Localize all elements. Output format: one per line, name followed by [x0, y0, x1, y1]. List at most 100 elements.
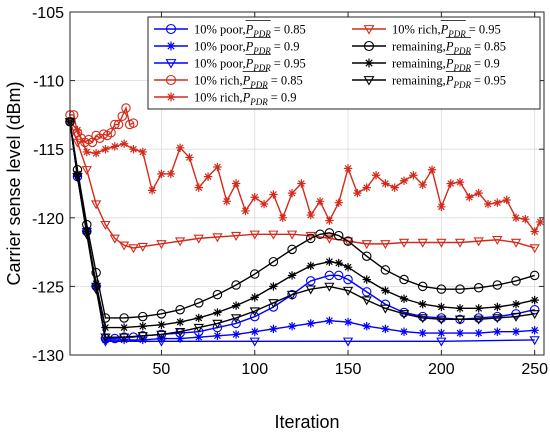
series-marker	[166, 41, 176, 51]
series-marker	[286, 230, 298, 240]
series-marker	[417, 281, 428, 292]
series-marker	[333, 230, 344, 241]
series-marker	[269, 190, 278, 199]
series-marker	[510, 312, 522, 322]
series-marker	[529, 336, 540, 346]
series-marker	[324, 228, 335, 238]
axis-ticks: 50 100 150 200 250 -130 -125 -120 -115 -110 -105	[32, 5, 548, 378]
series-marker	[91, 267, 101, 278]
series-marker	[166, 169, 175, 179]
series-marker	[530, 227, 539, 236]
series-marker	[325, 216, 334, 225]
legend-item: remaining, P PDR = 0.85	[352, 37, 506, 56]
series-marker	[121, 103, 131, 113]
x-tick-label: 150	[335, 361, 362, 378]
series-marker	[81, 230, 92, 240]
series-marker	[250, 193, 259, 202]
series-marker	[268, 256, 279, 267]
series-marker	[306, 210, 315, 220]
series-marker	[194, 298, 204, 308]
series-marker	[269, 324, 278, 334]
series-marker	[212, 233, 223, 243]
series-marker	[342, 286, 354, 296]
series-marker	[109, 234, 120, 244]
series-layer	[64, 103, 545, 347]
y-tick-label: -105	[32, 5, 64, 22]
series-marker	[194, 183, 203, 192]
series-marker	[493, 302, 502, 312]
legend-label: remaining,	[392, 57, 446, 71]
series-marker	[268, 299, 279, 309]
series-marker	[334, 198, 343, 207]
series-marker	[213, 308, 222, 317]
series-marker	[362, 321, 371, 331]
series-marker	[381, 179, 390, 188]
series-marker	[324, 282, 335, 292]
series-marker	[473, 315, 484, 325]
series-marker	[474, 328, 483, 338]
legend-item: 10% poor, P PDR = 0.95	[154, 54, 306, 73]
legend-item: 10% rich, P PDR = 0.95	[352, 20, 501, 39]
series-marker	[380, 304, 391, 314]
series-marker	[118, 241, 130, 251]
series-4	[65, 117, 545, 236]
legend-value: = 0.85	[274, 23, 306, 37]
series-marker	[333, 270, 344, 281]
series-marker	[305, 285, 316, 295]
series-marker	[343, 164, 353, 173]
series-marker	[175, 304, 185, 315]
series-marker	[305, 233, 316, 244]
series-line	[69, 121, 535, 319]
series-marker	[315, 229, 325, 240]
series-marker	[334, 258, 343, 268]
legend-p: P	[445, 40, 454, 54]
legend-value: = 0.9	[274, 40, 300, 54]
series-marker	[156, 240, 167, 250]
y-tick-label: -115	[33, 142, 64, 159]
series-marker	[529, 270, 540, 281]
legend-item: 10% rich, P PDR = 0.85	[154, 71, 303, 90]
series-marker	[473, 313, 484, 323]
legend-p: P	[445, 74, 454, 88]
series-marker	[305, 231, 316, 241]
series-marker	[399, 294, 409, 303]
legend-subscript: PDR	[252, 29, 271, 39]
legend-label: 10% poor,	[194, 57, 246, 71]
series-marker	[119, 313, 129, 323]
series-marker	[193, 234, 204, 244]
series-marker	[473, 237, 484, 247]
series-marker	[157, 320, 166, 330]
series-marker	[529, 244, 540, 254]
series-marker	[474, 188, 483, 198]
series-marker	[113, 119, 124, 130]
series-marker	[436, 315, 447, 325]
series-marker	[230, 231, 242, 241]
series-marker	[286, 290, 298, 300]
series-marker	[213, 331, 222, 340]
series-marker	[175, 334, 185, 343]
series-marker	[100, 337, 111, 347]
series-marker	[297, 179, 306, 188]
series-line	[69, 121, 535, 338]
series-marker	[100, 333, 111, 343]
series-marker	[324, 270, 335, 281]
series-marker	[128, 244, 139, 254]
series-marker	[492, 280, 503, 290]
legend-value: = 0.85	[474, 40, 506, 54]
y-tick-label: -130	[32, 348, 64, 365]
legend-item: 10% poor, P PDR = 0.9	[154, 37, 300, 56]
series-marker	[249, 311, 260, 322]
series-marker	[175, 143, 185, 153]
series-marker	[455, 284, 465, 294]
series-marker	[492, 314, 503, 324]
legend-value: = 0.95	[474, 74, 506, 88]
legend-p: P	[242, 74, 251, 88]
series-marker	[529, 310, 540, 320]
series-marker	[343, 236, 353, 246]
series-marker	[110, 142, 119, 151]
y-axis-title: Carrier sense level (dBm)	[4, 81, 24, 285]
legend-label: 10% rich,	[194, 91, 243, 105]
series-line	[69, 121, 541, 233]
